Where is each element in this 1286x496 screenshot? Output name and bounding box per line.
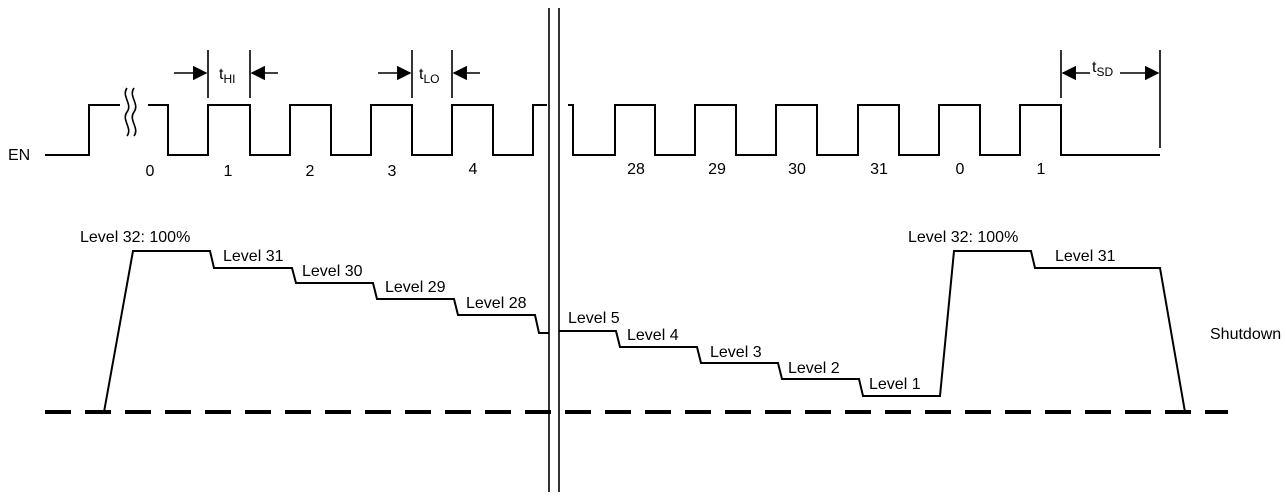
level-label: Level 32: 100% — [908, 229, 1018, 246]
pulse-numbers-right: 28 29 30 31 0 1 — [627, 161, 1045, 178]
en-waveform-left — [45, 104, 547, 156]
level-label: Level 28 — [466, 295, 527, 312]
t-hi-annotation: tHI — [174, 50, 278, 98]
t-hi-label: tHI — [219, 66, 235, 86]
pulse-number: 1 — [224, 163, 233, 180]
level-label: Level 2 — [788, 360, 840, 377]
pulse-number: 3 — [388, 163, 397, 180]
pulse-number: 0 — [956, 161, 965, 178]
level-staircase-left — [103, 250, 549, 413]
level-label: Level 31 — [223, 248, 284, 265]
pulse-number: 4 — [469, 161, 478, 178]
t-lo-annotation: tLO — [378, 50, 480, 98]
level-label: Level 4 — [627, 327, 679, 344]
level-label: Level 3 — [710, 344, 762, 361]
level-label: Level 31 — [1055, 248, 1116, 265]
t-lo-label: tLO — [419, 66, 439, 86]
pulse-numbers-left: 0 1 2 3 4 — [146, 161, 478, 180]
pulse-number: 2 — [306, 163, 315, 180]
level-labels-left: Level 32: 100% Level 31 Level 30 Level 2… — [80, 229, 527, 312]
pulse-number: 31 — [870, 161, 888, 178]
t-sd-label: tSD — [1092, 59, 1113, 79]
en-signal-label: EN — [8, 147, 30, 164]
pulse-number: 30 — [788, 161, 806, 178]
pulse-number: 0 — [146, 163, 155, 180]
level-staircase-right — [559, 250, 1186, 413]
waveform-break-mark — [124, 87, 137, 137]
t-sd-annotation: tSD — [1060, 50, 1161, 148]
pulse-number: 28 — [627, 161, 645, 178]
level-label: Level 30 — [302, 263, 363, 280]
en-waveform-right — [568, 104, 1160, 156]
level-label: Level 29 — [385, 279, 446, 296]
level-label: Level 32: 100% — [80, 229, 190, 246]
pulse-number: 1 — [1037, 161, 1046, 178]
level-labels-right: Level 5 Level 4 Level 3 Level 2 Level 1 … — [568, 229, 1281, 393]
pulse-number: 29 — [708, 161, 726, 178]
shutdown-label: Shutdown — [1210, 326, 1281, 343]
level-label: Level 1 — [869, 376, 921, 393]
level-label: Level 5 — [568, 310, 620, 327]
